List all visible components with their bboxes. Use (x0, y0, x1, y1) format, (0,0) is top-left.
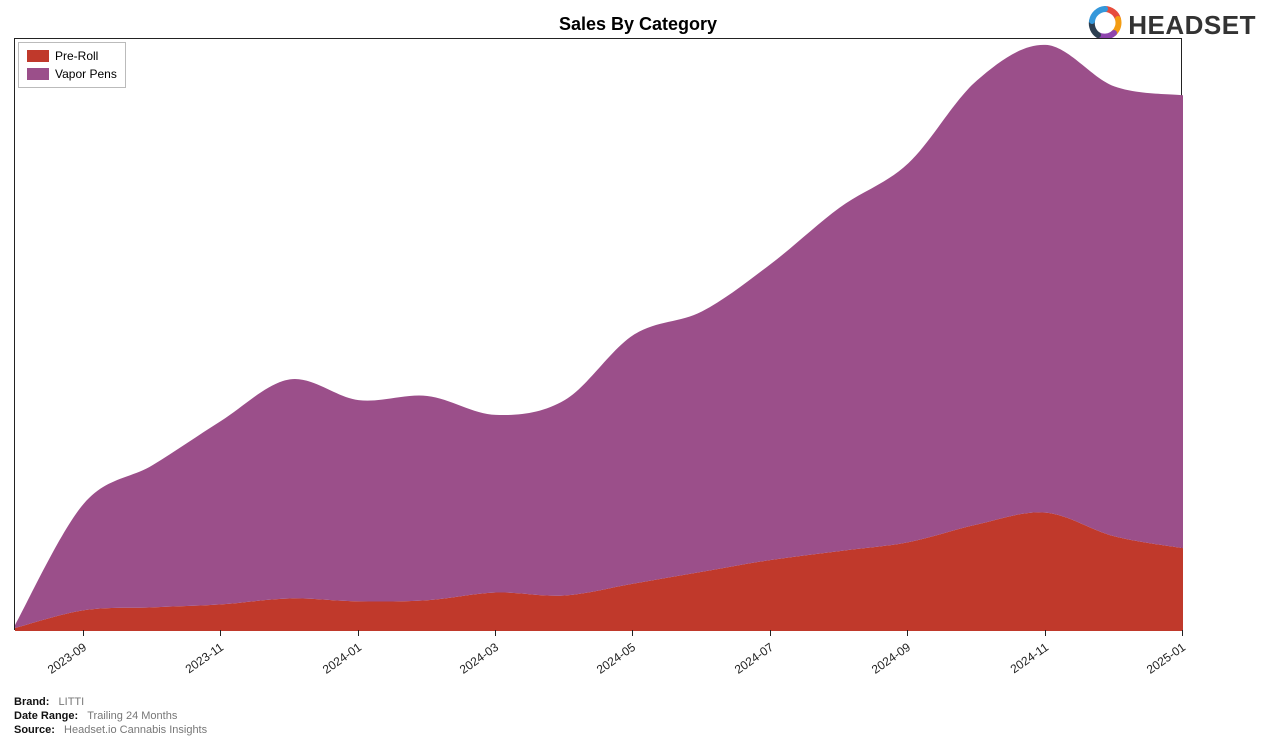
footer-label: Date Range: (14, 710, 78, 722)
chart-footer: Brand: LITTI Date Range: Trailing 24 Mon… (14, 695, 207, 737)
x-tick-mark (632, 630, 633, 636)
x-tick-mark (1045, 630, 1046, 636)
footer-label: Source: (14, 724, 55, 736)
x-tick-label: 2025-01 (1123, 640, 1188, 692)
x-tick-label: 2024-05 (573, 640, 638, 692)
footer-value: LITTI (59, 696, 85, 708)
footer-label: Brand: (14, 696, 49, 708)
x-tick-label: 2023-11 (161, 640, 226, 692)
x-tick-mark (83, 630, 84, 636)
legend-label: Vapor Pens (55, 65, 117, 83)
x-tick-mark (907, 630, 908, 636)
footer-row-source: Source: Headset.io Cannabis Insights (14, 723, 207, 737)
x-tick-label: 2024-09 (848, 640, 913, 692)
footer-row-date-range: Date Range: Trailing 24 Months (14, 709, 207, 723)
legend-swatch-vapor-pens (27, 68, 49, 80)
legend-item-vapor-pens: Vapor Pens (27, 65, 117, 83)
x-tick-label: 2024-07 (710, 640, 775, 692)
x-tick-label: 2023-09 (23, 640, 88, 692)
x-tick-mark (358, 630, 359, 636)
legend-item-pre-roll: Pre-Roll (27, 47, 117, 65)
x-tick-mark (770, 630, 771, 636)
chart-title: Sales By Category (0, 14, 1276, 35)
chart-plot-area (14, 38, 1182, 630)
footer-row-brand: Brand: LITTI (14, 695, 207, 709)
x-tick-mark (1182, 630, 1183, 636)
chart-legend: Pre-Roll Vapor Pens (18, 42, 126, 88)
x-tick-mark (220, 630, 221, 636)
x-tick-label: 2024-03 (436, 640, 501, 692)
legend-label: Pre-Roll (55, 47, 98, 65)
area-chart-svg (15, 39, 1183, 631)
footer-value: Headset.io Cannabis Insights (64, 724, 207, 736)
x-tick-mark (495, 630, 496, 636)
legend-swatch-pre-roll (27, 50, 49, 62)
headset-logo-text: HEADSET (1128, 10, 1256, 41)
x-tick-label: 2024-11 (985, 640, 1050, 692)
x-tick-label: 2024-01 (298, 640, 363, 692)
footer-value: Trailing 24 Months (87, 710, 177, 722)
